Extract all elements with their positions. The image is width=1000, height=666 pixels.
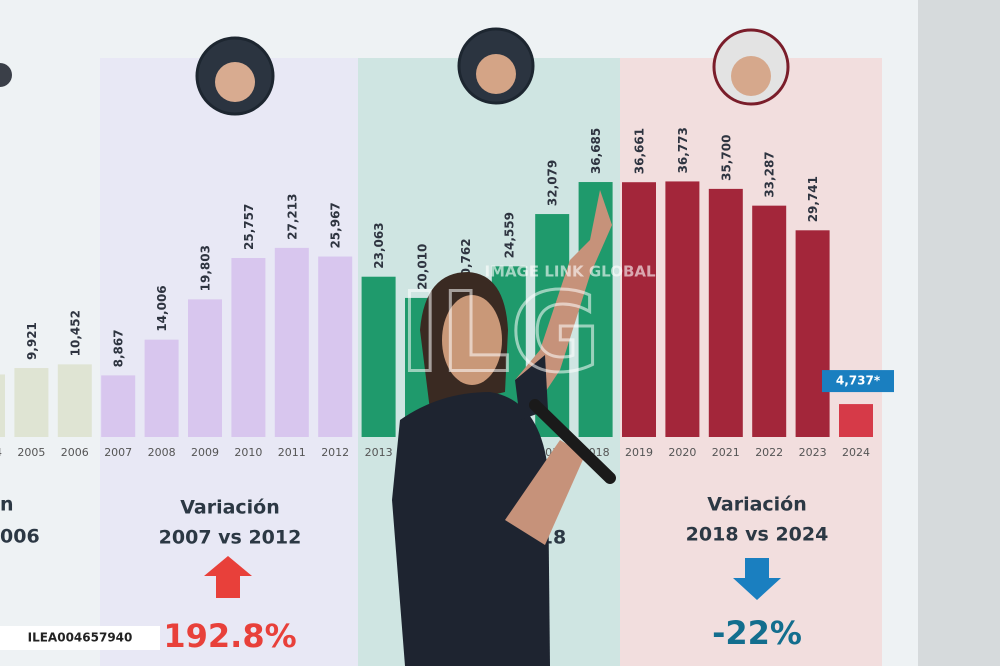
bar	[752, 205, 787, 437]
x-tick-label: 2011	[278, 446, 306, 459]
x-tick-label: 2024	[842, 446, 870, 459]
panel-change: -22%	[712, 614, 802, 652]
value-label: 35,700	[719, 135, 733, 181]
value-label: 32,079	[546, 160, 560, 206]
bar	[0, 374, 5, 437]
bar	[361, 276, 396, 437]
id-box	[0, 626, 160, 650]
x-tick-label: 2004	[0, 446, 2, 459]
value-label: 24,559	[502, 212, 516, 258]
watermark-logo: ILG	[399, 268, 600, 396]
bar	[188, 299, 222, 437]
value-label: 25,757	[242, 204, 256, 250]
bar	[57, 364, 92, 437]
panel-text: n	[0, 494, 14, 516]
portrait	[0, 63, 12, 87]
portrait-face	[731, 56, 771, 96]
bar	[665, 181, 700, 437]
x-tick-label: 2008	[148, 446, 176, 459]
value-label: 9,921	[25, 322, 39, 360]
bar	[708, 188, 743, 437]
value-label: 36,661	[633, 128, 647, 174]
microphone	[529, 399, 616, 484]
x-tick-label: 2006	[61, 446, 89, 459]
arm	[515, 190, 612, 400]
x-tick-label: 2022	[755, 446, 783, 459]
value-label: 33,287	[763, 151, 777, 197]
bar	[101, 375, 136, 437]
x-tick-label: 2019	[625, 446, 653, 459]
watermark: IMAGE LINK GLOBAL	[484, 263, 656, 281]
bar	[231, 257, 266, 437]
bar	[318, 256, 353, 437]
x-tick-label: 2013	[365, 446, 393, 459]
value-label: 10,452	[68, 310, 82, 356]
panel-text: 006	[0, 526, 40, 548]
value-label: 20,010	[416, 244, 430, 290]
x-tick-label: 2012	[321, 446, 349, 459]
value-label: 25,967	[329, 202, 343, 248]
person	[392, 190, 616, 666]
value-label: 19,803	[199, 245, 213, 291]
x-tick-label: 2020	[668, 446, 696, 459]
x-tick-label: 2009	[191, 446, 219, 459]
x-tick-label: 2023	[799, 446, 827, 459]
bar	[274, 247, 309, 437]
panel-change: 192.8%	[163, 617, 296, 655]
portrait-face	[476, 54, 516, 94]
body	[392, 392, 550, 666]
photo-id: ILEA004657940	[28, 631, 133, 645]
bar	[795, 230, 830, 437]
forearm	[505, 440, 585, 545]
value-label: 27,213	[285, 194, 299, 240]
panel-period: 2018 vs 2024	[686, 524, 829, 546]
panel-heading: Variación	[707, 494, 807, 516]
label-box	[822, 370, 894, 393]
value-label: 8,867	[112, 329, 126, 367]
value-label: 29,741	[806, 176, 820, 222]
value-label: 36,773	[676, 127, 690, 173]
x-tick-label: 2005	[17, 446, 45, 459]
value-label: 14,006	[155, 285, 169, 331]
x-tick-label: 2007	[104, 446, 132, 459]
value-label: 4,737*	[836, 374, 881, 388]
x-tick-label: 2010	[234, 446, 262, 459]
bar	[622, 182, 656, 437]
value-label: 23,063	[372, 222, 386, 268]
value-label: 36,685	[589, 128, 603, 174]
bar	[839, 404, 873, 437]
x-tick-label: 2021	[712, 446, 740, 459]
bar	[14, 368, 49, 437]
bar	[144, 339, 179, 437]
arrow-up	[204, 556, 252, 598]
arrow-down	[733, 558, 781, 600]
panel-heading: Variación	[180, 497, 280, 519]
portrait-face	[215, 62, 255, 102]
panel-period: 2007 vs 2012	[159, 527, 302, 549]
face	[442, 295, 502, 385]
